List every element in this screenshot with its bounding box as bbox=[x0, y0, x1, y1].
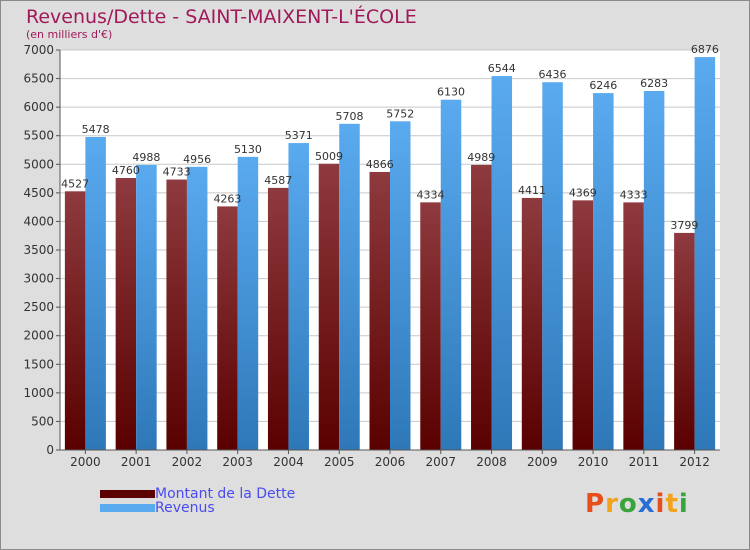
x-tick-label-2003: 2003 bbox=[222, 455, 253, 469]
logo-letter: o bbox=[618, 489, 638, 519]
x-tick-label-2007: 2007 bbox=[425, 455, 456, 469]
bar-revenue-2002 bbox=[186, 166, 208, 451]
bar-revenue-2006 bbox=[390, 121, 411, 451]
label-revenue-2002: 4956 bbox=[183, 153, 211, 166]
bar-debt-2006 bbox=[369, 171, 390, 450]
label-debt-2009: 4411 bbox=[518, 184, 546, 197]
y-tick-label: 4500 bbox=[23, 186, 54, 200]
label-revenue-2000: 5478 bbox=[82, 123, 110, 136]
x-tick-label-2002: 2002 bbox=[172, 455, 203, 469]
label-revenue-2009: 6436 bbox=[539, 68, 567, 81]
x-tick-label-2012: 2012 bbox=[679, 455, 710, 469]
label-revenue-2006: 5752 bbox=[386, 107, 414, 120]
bar-debt-2012 bbox=[674, 232, 695, 450]
label-debt-2005: 5009 bbox=[315, 150, 343, 163]
x-tick-label-2004: 2004 bbox=[273, 455, 304, 469]
x-tick-label-2000: 2000 bbox=[70, 455, 101, 469]
bar-debt-2001 bbox=[115, 178, 137, 450]
bar-revenue-2001 bbox=[136, 164, 157, 450]
y-tick-label: 4000 bbox=[23, 214, 54, 228]
proxiti-logo: Proxiti bbox=[585, 489, 689, 519]
label-revenue-2010: 6246 bbox=[589, 79, 617, 92]
bar-debt-2011 bbox=[623, 202, 644, 450]
x-tick-label-2005: 2005 bbox=[324, 455, 355, 469]
legend-label-revenue: Revenus bbox=[155, 500, 215, 516]
bar-debt-2007 bbox=[420, 202, 441, 450]
y-tick-label: 1500 bbox=[23, 357, 54, 371]
bar-revenue-2010 bbox=[593, 93, 614, 450]
label-revenue-2011: 6283 bbox=[640, 77, 668, 90]
bar-revenue-2008 bbox=[491, 76, 513, 451]
legend-label-debt: Montant de la Dette bbox=[155, 486, 296, 502]
label-debt-2011: 4333 bbox=[620, 188, 648, 201]
label-debt-2002: 4733 bbox=[163, 166, 191, 179]
y-tick-label: 2000 bbox=[23, 329, 54, 343]
label-revenue-2005: 5708 bbox=[335, 110, 363, 123]
bar-debt-2009 bbox=[521, 197, 543, 450]
bar-debt-2010 bbox=[572, 200, 594, 450]
x-tick-label-2001: 2001 bbox=[121, 455, 152, 469]
label-debt-2010: 4369 bbox=[569, 186, 597, 199]
label-revenue-2004: 5371 bbox=[285, 129, 313, 142]
bar-revenue-2005 bbox=[339, 123, 360, 450]
logo-letter: i bbox=[655, 489, 666, 519]
legend-swatch-debt bbox=[100, 490, 155, 498]
label-revenue-2003: 5130 bbox=[234, 143, 262, 156]
y-tick-label: 500 bbox=[31, 414, 54, 428]
bar-revenue-2007 bbox=[440, 99, 462, 450]
label-debt-2007: 4334 bbox=[417, 188, 445, 201]
label-revenue-2001: 4988 bbox=[132, 151, 160, 164]
y-tick-label: 3000 bbox=[23, 272, 54, 286]
logo-letter: x bbox=[637, 489, 656, 519]
y-tick-label: 6500 bbox=[23, 72, 54, 86]
logo-letter: i bbox=[678, 489, 689, 519]
label-debt-2012: 3799 bbox=[670, 219, 698, 232]
bar-debt-2000 bbox=[64, 191, 86, 451]
bar-debt-2003 bbox=[217, 206, 238, 450]
logo-letter: r bbox=[605, 489, 619, 519]
y-tick-label: 5000 bbox=[23, 157, 54, 171]
label-debt-2004: 4587 bbox=[264, 174, 292, 187]
y-tick-label: 5500 bbox=[23, 129, 54, 143]
y-tick-label: 7000 bbox=[23, 43, 54, 57]
label-debt-2003: 4263 bbox=[213, 192, 241, 205]
bar-revenue-2012 bbox=[694, 57, 716, 450]
bar-revenue-2004 bbox=[288, 143, 309, 451]
y-tick-label: 1000 bbox=[23, 386, 54, 400]
label-revenue-2012: 6876 bbox=[691, 43, 719, 56]
label-revenue-2007: 6130 bbox=[437, 86, 465, 99]
bar-debt-2005 bbox=[318, 163, 340, 450]
bar-revenue-2011 bbox=[643, 90, 665, 450]
bar-debt-2008 bbox=[471, 164, 492, 450]
y-tick-label: 2500 bbox=[23, 300, 54, 314]
chart-subtitle: (en milliers d'€) bbox=[26, 28, 113, 41]
label-debt-2008: 4989 bbox=[467, 151, 495, 164]
x-tick-label-2011: 2011 bbox=[629, 455, 660, 469]
label-debt-2006: 4866 bbox=[366, 158, 394, 171]
bar-revenue-2000 bbox=[85, 136, 106, 450]
bar-debt-2002 bbox=[166, 179, 187, 451]
logo-letter: P bbox=[585, 489, 606, 519]
x-tick-label-2010: 2010 bbox=[578, 455, 609, 469]
chart-title: Revenus/Dette - SAINT-MAIXENT-L'ÉCOLE bbox=[26, 6, 417, 28]
x-tick-label-2008: 2008 bbox=[476, 455, 507, 469]
y-tick-label: 6000 bbox=[23, 100, 54, 114]
bar-revenue-2003 bbox=[237, 156, 259, 450]
legend-swatch-revenue bbox=[100, 504, 155, 512]
x-tick-label-2006: 2006 bbox=[375, 455, 406, 469]
label-debt-2001: 4760 bbox=[112, 164, 140, 177]
label-debt-2000: 4527 bbox=[61, 177, 89, 190]
x-tick-label-2009: 2009 bbox=[527, 455, 558, 469]
logo-letter: t bbox=[665, 489, 679, 519]
y-tick-label: 3500 bbox=[23, 243, 54, 257]
bar-revenue-2009 bbox=[542, 82, 563, 450]
label-revenue-2008: 6544 bbox=[488, 62, 516, 75]
bar-debt-2004 bbox=[267, 187, 289, 450]
y-tick-label: 0 bbox=[46, 443, 54, 457]
